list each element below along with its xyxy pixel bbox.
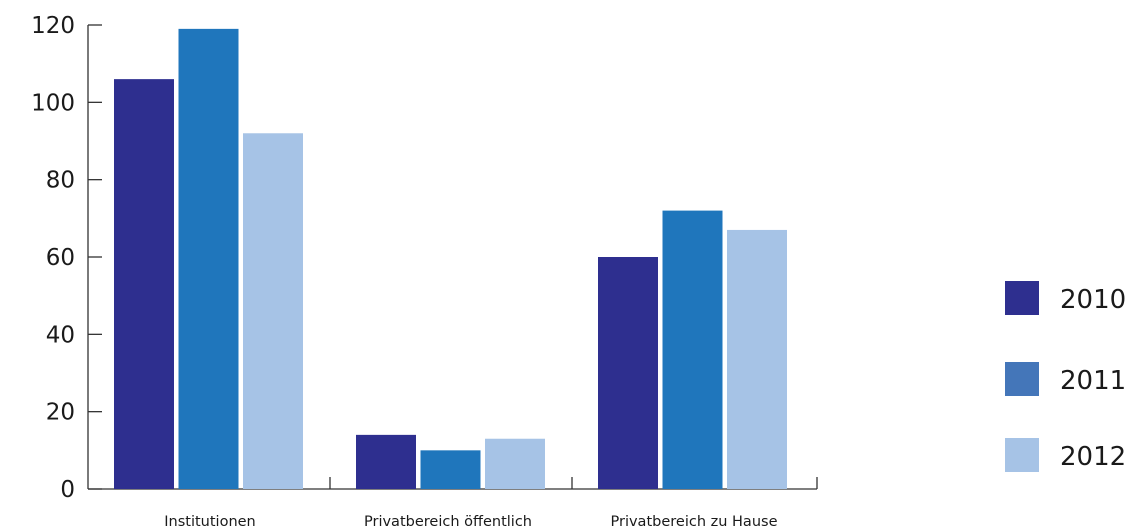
bar-2010-1: [356, 434, 416, 489]
y-tick-label: 0: [60, 477, 75, 503]
bar-2010-2: [598, 257, 658, 489]
legend-label-2012: 2012: [1060, 442, 1126, 472]
bar-2010-0: [114, 79, 174, 489]
bar-2012-0: [243, 133, 303, 489]
chart-bars: [114, 28, 787, 489]
y-tick-label: 80: [46, 168, 75, 194]
y-tick-label: 120: [31, 13, 75, 39]
y-tick-label: 100: [31, 90, 75, 116]
legend-label-2010: 2010: [1060, 285, 1126, 315]
legend-swatch-2011: [1005, 362, 1039, 396]
bar-2012-1: [485, 438, 545, 489]
legend-swatch-2012: [1005, 438, 1039, 472]
bar-2011-1: [420, 450, 481, 489]
x-category-label: Privatbereich zu Hause: [611, 514, 778, 530]
bar-2012-2: [727, 229, 787, 489]
legend-swatch-2010: [1005, 281, 1039, 315]
chart-legend: 2010 2011 2012: [1005, 281, 1126, 472]
bar-2011-2: [662, 210, 723, 489]
bar-2011-0: [178, 28, 239, 489]
y-tick-label: 40: [46, 322, 75, 348]
y-tick-label: 60: [46, 245, 75, 271]
y-axis-ticks: 0 20 40 60 80 100 120: [31, 13, 102, 503]
x-category-label: Privatbereich öffentlich: [364, 514, 532, 530]
x-category-label: Institutionen: [164, 514, 256, 530]
legend-label-2011: 2011: [1060, 366, 1126, 396]
x-axis-category-labels: Institutionen Privatbereich öffentlich Pri…: [164, 514, 777, 530]
y-tick-label: 20: [46, 400, 75, 426]
